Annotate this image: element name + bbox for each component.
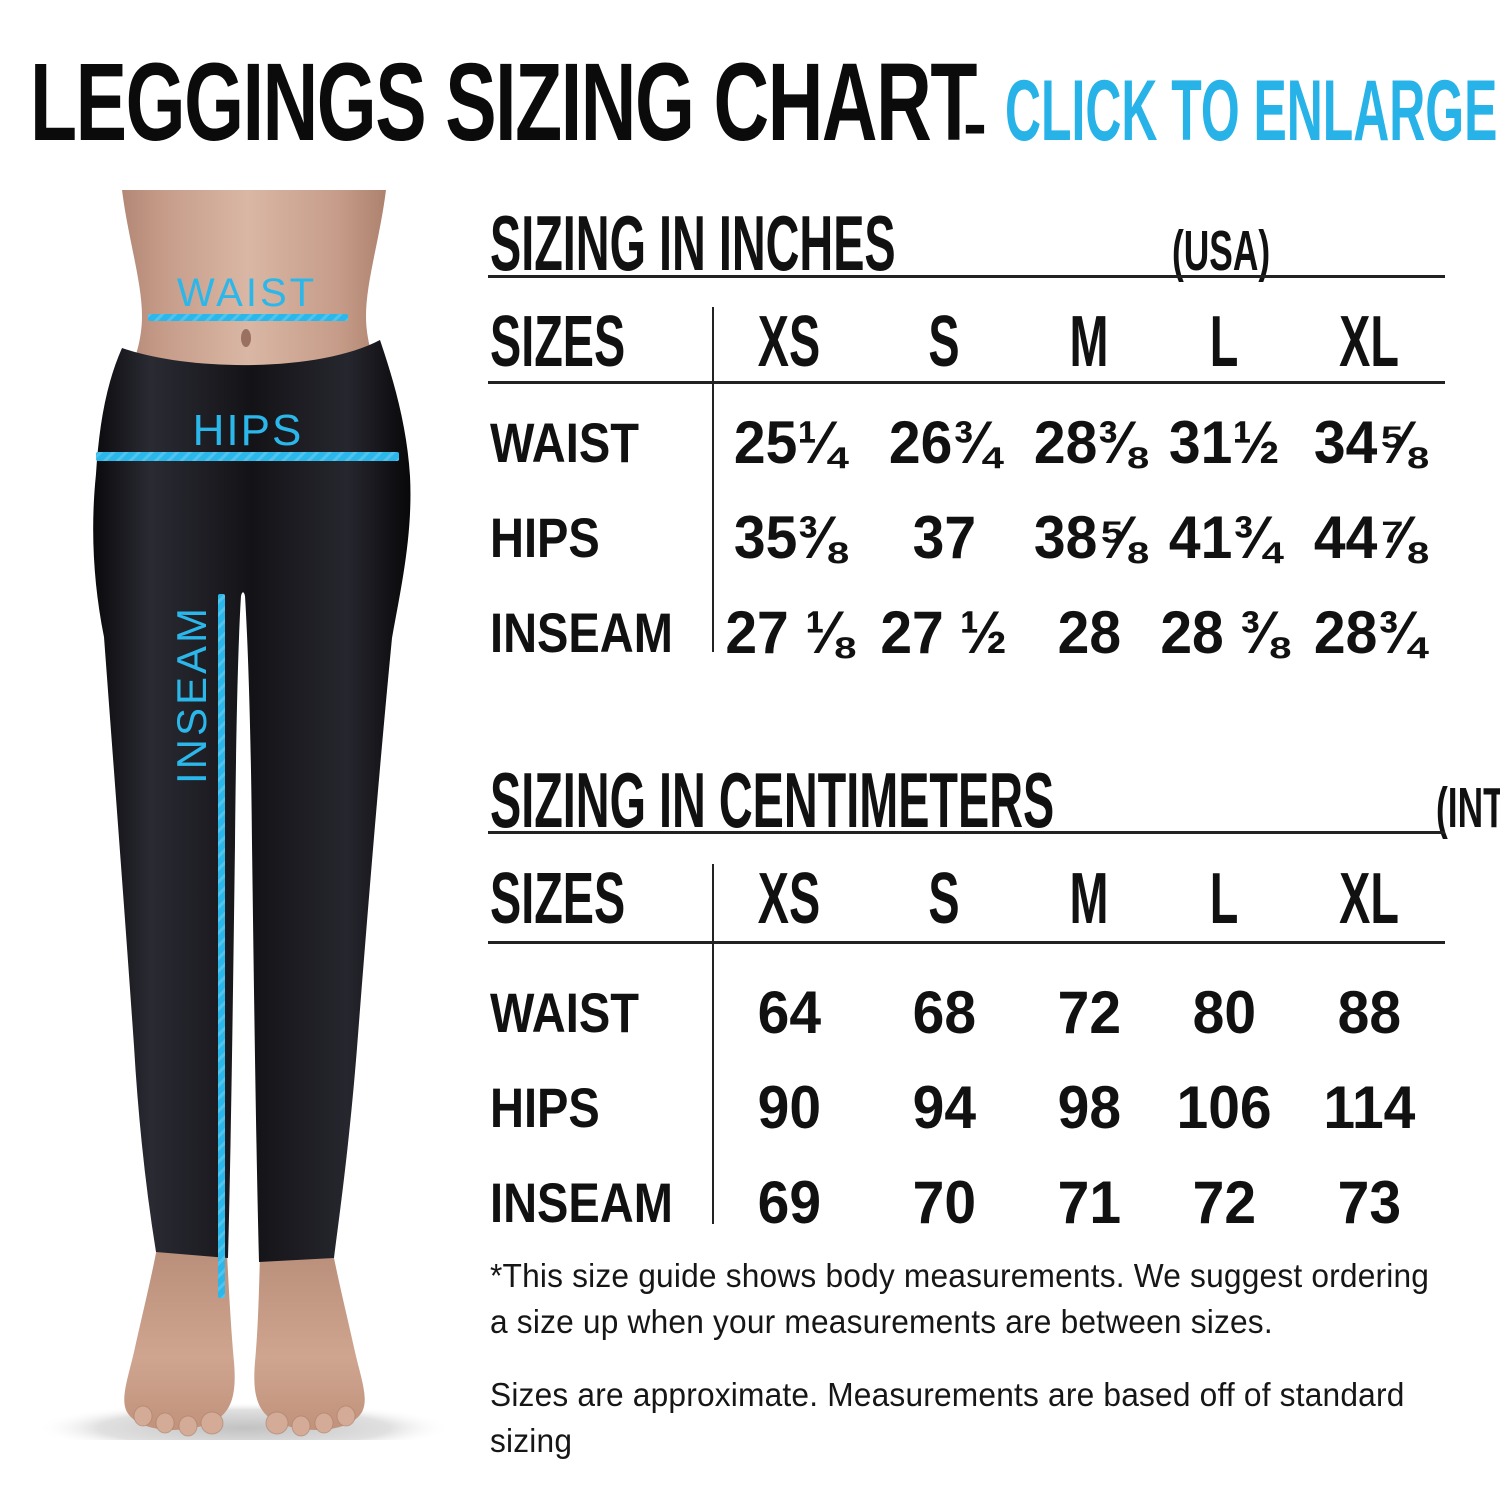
cell-inches-inseam-xl: 28¾ bbox=[1314, 599, 1425, 666]
hips-line-hatch bbox=[96, 452, 399, 461]
waist-label: WAIST bbox=[177, 271, 317, 315]
cm-title-suffix: (INTERNATIONAL) bbox=[1436, 776, 1500, 840]
measurement-guides: WAIST HIPS INSEAM bbox=[96, 271, 399, 1298]
row-label: HIPS bbox=[490, 1075, 600, 1139]
row-label: WAIST bbox=[490, 980, 639, 1044]
row-label: WAIST bbox=[490, 411, 639, 474]
inches-header-rule bbox=[488, 381, 1445, 384]
title-separator: - bbox=[963, 84, 987, 164]
cm-header-rule bbox=[488, 941, 1445, 944]
cell-inches-inseam-l: 28 ⅜ bbox=[1160, 599, 1288, 666]
inseam-line-hatch bbox=[218, 594, 225, 1298]
cell-inches-hips-s: 37 bbox=[912, 504, 976, 571]
inches-column-divider bbox=[712, 307, 714, 652]
inches-size-s: S bbox=[928, 302, 960, 382]
right-foot bbox=[254, 1248, 365, 1430]
cm-size-m: M bbox=[1069, 859, 1109, 939]
cell-inches-hips-xl: 44⅞ bbox=[1314, 504, 1425, 571]
page-title: LEGGINGS SIZING CHART bbox=[30, 48, 1381, 158]
cell-cm-inseam-m: 71 bbox=[1057, 1168, 1121, 1236]
cell-cm-waist-xl: 88 bbox=[1337, 978, 1402, 1046]
inches-size-xl: XL bbox=[1339, 302, 1400, 382]
cell-cm-hips-s: 94 bbox=[912, 1073, 976, 1141]
cm-size-s: S bbox=[928, 859, 960, 939]
click-to-enlarge-label: CLICK TO ENLARGE bbox=[1005, 63, 1498, 159]
row-label: INSEAM bbox=[490, 1170, 673, 1234]
inseam-label: INSEAM bbox=[168, 605, 215, 784]
cm-size-xl: XL bbox=[1339, 859, 1400, 939]
leggings-model-image[interactable]: WAIST HIPS INSEAM bbox=[30, 190, 480, 1440]
left-foot bbox=[124, 1248, 235, 1430]
cm-size-xs: XS bbox=[757, 859, 821, 939]
inches-size-xs: XS bbox=[757, 302, 821, 382]
waist-line-hatch bbox=[148, 314, 348, 321]
inches-sizes-header: SIZES bbox=[490, 302, 626, 382]
cell-inches-waist-xl: 34⅝ bbox=[1314, 409, 1425, 476]
cell-cm-hips-m: 98 bbox=[1057, 1073, 1121, 1141]
cell-cm-inseam-xs: 69 bbox=[757, 1168, 821, 1236]
inches-header-row: SIZES XS S M L XL bbox=[490, 303, 1447, 381]
hips-label: HIPS bbox=[193, 406, 304, 455]
cell-cm-hips-xl: 114 bbox=[1323, 1073, 1416, 1141]
cell-inches-waist-s: 26¾ bbox=[888, 409, 1000, 476]
inches-inseam-row: INSEAM 27 ⅛ 27 ½ 28 28 ⅜ 28¾ bbox=[490, 588, 1447, 678]
leggings bbox=[93, 340, 411, 1262]
cell-cm-waist-s: 68 bbox=[912, 978, 976, 1046]
cell-inches-hips-xs: 35⅜ bbox=[733, 504, 845, 571]
inches-title-rule bbox=[488, 275, 1445, 278]
cm-sizes-header: SIZES bbox=[490, 859, 626, 939]
floor-shadow bbox=[36, 1402, 452, 1440]
cell-cm-waist-m: 72 bbox=[1057, 978, 1121, 1046]
cell-cm-waist-l: 80 bbox=[1192, 978, 1256, 1046]
cm-column-divider bbox=[712, 864, 714, 1224]
cm-size-l: L bbox=[1209, 859, 1239, 939]
inches-hips-row: HIPS 35⅜ 37 38⅝ 41¾ 44⅞ bbox=[490, 493, 1447, 583]
cell-cm-hips-l: 106 bbox=[1176, 1073, 1272, 1141]
cell-inches-hips-l: 41¾ bbox=[1168, 504, 1280, 571]
footnote-approximate: Sizes are approximate. Measurements are … bbox=[490, 1376, 1405, 1459]
page-title-text: LEGGINGS SIZING CHART bbox=[30, 41, 977, 164]
cm-inseam-row: INSEAM 69 70 71 72 73 bbox=[490, 1155, 1447, 1250]
inches-section-title: SIZING IN INCHES (USA) bbox=[490, 204, 1330, 282]
cell-cm-inseam-xl: 73 bbox=[1337, 1168, 1402, 1236]
cell-inches-waist-m: 28⅜ bbox=[1033, 409, 1145, 476]
cm-section-title: SIZING IN CENTIMETERS (INTERNATIONAL) bbox=[490, 761, 1500, 839]
cell-inches-hips-m: 38⅝ bbox=[1033, 504, 1145, 571]
inches-waist-row: WAIST 25¼ 26¾ 28⅜ 31½ 34⅝ bbox=[490, 398, 1447, 488]
footnote-size-guide: *This size guide shows body measurements… bbox=[490, 1257, 1430, 1340]
row-label: INSEAM bbox=[490, 601, 673, 664]
cell-inches-waist-l: 31½ bbox=[1168, 409, 1280, 476]
cm-header-row: SIZES XS S M L XL bbox=[490, 860, 1447, 938]
cm-title-rule bbox=[488, 831, 1445, 834]
navel bbox=[241, 329, 251, 347]
cell-inches-waist-xs: 25¼ bbox=[733, 409, 845, 476]
inches-size-m: M bbox=[1069, 302, 1109, 382]
toes bbox=[133, 1405, 356, 1437]
cm-waist-row: WAIST 64 68 72 80 88 bbox=[490, 965, 1447, 1060]
cell-inches-inseam-m: 28 bbox=[1057, 599, 1121, 666]
cell-inches-inseam-s: 27 ½ bbox=[880, 599, 1008, 666]
inches-size-l: L bbox=[1209, 302, 1239, 382]
cell-cm-waist-xs: 64 bbox=[757, 978, 821, 1046]
cell-cm-inseam-s: 70 bbox=[912, 1168, 976, 1236]
row-label: HIPS bbox=[490, 506, 600, 569]
cell-inches-inseam-xs: 27 ⅛ bbox=[725, 599, 853, 666]
cell-cm-hips-xs: 90 bbox=[757, 1073, 821, 1141]
cell-cm-inseam-l: 72 bbox=[1192, 1168, 1256, 1236]
cm-title-text: SIZING IN CENTIMETERS bbox=[490, 756, 1055, 844]
inches-title-suffix: (USA) bbox=[1172, 219, 1271, 283]
click-to-enlarge-link[interactable]: CLICK TO ENLARGE bbox=[1005, 68, 1500, 154]
cm-hips-row: HIPS 90 94 98 106 114 bbox=[490, 1060, 1447, 1155]
inches-title-text: SIZING IN INCHES bbox=[490, 199, 896, 287]
